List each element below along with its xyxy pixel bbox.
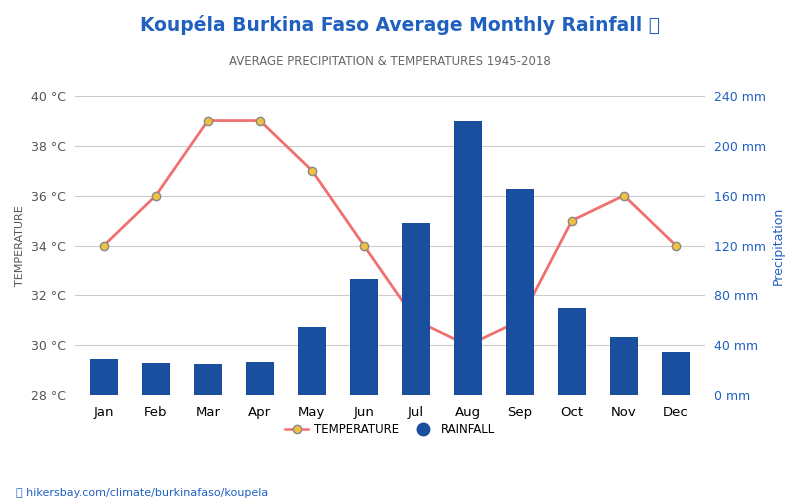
Bar [454,120,482,396]
Bar [246,362,274,396]
Legend: TEMPERATURE, RAINFALL: TEMPERATURE, RAINFALL [280,418,500,440]
Y-axis label: Precipitation: Precipitation [772,206,785,284]
Bar [610,336,638,396]
Bar [350,279,378,396]
Bar [506,190,534,396]
Bar [142,363,170,396]
Y-axis label: TEMPERATURE: TEMPERATURE [15,205,25,286]
Bar [194,364,222,396]
Bar [662,352,690,396]
Bar [298,326,326,396]
Title: AVERAGE PRECIPITATION & TEMPERATURES 1945-2018: AVERAGE PRECIPITATION & TEMPERATURES 194… [229,55,551,68]
Bar [558,308,586,396]
Bar [402,223,430,396]
Text: Koupéla Burkina Faso Average Monthly Rainfall 🌂: Koupéla Burkina Faso Average Monthly Rai… [140,15,660,35]
Bar [90,359,118,396]
Text: 📍 hikersbay.com/climate/burkinafaso/koupela: 📍 hikersbay.com/climate/burkinafaso/koup… [16,488,268,498]
